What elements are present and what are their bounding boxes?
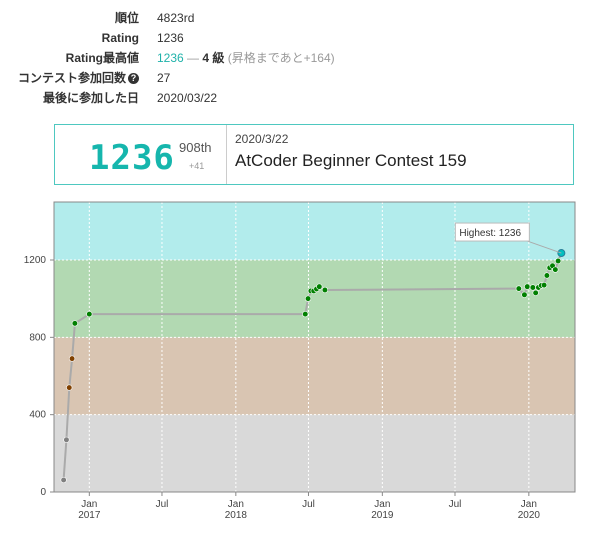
data-point-0 <box>60 476 67 484</box>
data-point-20 <box>540 282 548 289</box>
contests-label-group: コンテスト参加回数? <box>18 68 139 88</box>
data-point-12 <box>321 286 329 294</box>
contests-row: コンテスト参加回数? 27 <box>0 68 601 88</box>
highest-label: Rating最高値 <box>65 51 139 65</box>
contests-label: コンテスト参加回数 <box>17 71 126 85</box>
data-point-5 <box>86 311 93 318</box>
x-tick-year-2: 2018 <box>225 510 248 521</box>
contests-value: 27 <box>157 71 171 85</box>
x-tick-month-5: Jul <box>449 499 462 510</box>
data-point-26 <box>557 249 566 258</box>
rating-band-0 <box>54 414 575 492</box>
highest-kyu: 4 級 <box>202 51 225 65</box>
data-point-16 <box>529 284 536 291</box>
x-tick-year-6: 2020 <box>518 510 541 521</box>
rating-band-2 <box>54 260 575 338</box>
last-label: 最後に参加した日 <box>42 91 139 105</box>
rating-value: 1236 <box>157 31 184 45</box>
x-tick-month-6: Jan <box>521 499 537 510</box>
latest-contest-card: 1236 908th +41 2020/3/22 AtCoder Beginne… <box>54 124 574 185</box>
highest-row: Rating最高値 1236 — 4 級 (昇格まであと+164) <box>0 48 601 68</box>
annotation-label: Highest: 1236 <box>459 228 521 239</box>
rank-value: 4823rd <box>157 11 195 25</box>
data-point-25 <box>555 257 562 265</box>
data-point-21 <box>543 272 551 279</box>
x-tick-year-4: 2019 <box>371 510 394 521</box>
data-point-13 <box>515 285 522 292</box>
question-circle-icon[interactable]: ? <box>128 73 139 85</box>
x-tick-month-0: Jan <box>81 499 97 510</box>
data-point-3 <box>68 355 76 362</box>
data-point-11 <box>316 283 323 290</box>
data-point-4 <box>71 320 78 327</box>
data-point-14 <box>521 291 528 298</box>
highest-note: (昇格まであと+164) <box>227 51 335 65</box>
annotation-pointer <box>527 240 562 254</box>
last-value: 2020/03/22 <box>157 91 218 105</box>
card-rating: 1236 <box>89 138 175 178</box>
data-point-6 <box>302 311 309 318</box>
data-point-1 <box>63 436 70 443</box>
rating-label: Rating <box>101 31 139 45</box>
card-divider <box>226 125 227 184</box>
last-row: 最後に参加した日 2020/03/22 <box>0 88 601 108</box>
x-tick-month-2: Jan <box>228 499 244 510</box>
x-tick-month-1: Jul <box>156 499 169 510</box>
data-point-2 <box>66 384 73 391</box>
rank-label: 順位 <box>114 11 139 25</box>
highest-value-group: 1236 — 4 級 (昇格まであと+164) <box>157 48 335 68</box>
card-place: 908th <box>179 140 212 155</box>
rating-band-1 <box>54 337 575 415</box>
card-contest-name[interactable]: AtCoder Beginner Contest 159 <box>235 151 467 170</box>
plot-frame <box>53 201 576 493</box>
y-tick-label-3: 1200 <box>24 255 47 266</box>
rating-row: Rating 1236 <box>0 28 601 48</box>
highest-dash: — <box>187 51 200 65</box>
highest-value: 1236 <box>157 51 184 65</box>
annotation-box <box>454 222 530 242</box>
data-point-24 <box>552 266 559 273</box>
card-date: 2020/3/22 <box>235 132 289 146</box>
x-tick-month-4: Jan <box>374 499 390 510</box>
x-tick-month-3: Jul <box>302 499 315 510</box>
y-tick-label-0: 0 <box>40 487 46 498</box>
x-tick-year-0: 2017 <box>78 510 101 521</box>
rank-row: 順位 4823rd <box>0 8 601 28</box>
data-point-7 <box>304 295 312 302</box>
y-tick-label-2: 800 <box>29 332 46 343</box>
data-point-17 <box>532 289 539 296</box>
data-point-15 <box>524 283 531 290</box>
card-diff: +41 <box>189 161 205 171</box>
y-tick-label-1: 400 <box>29 410 46 421</box>
